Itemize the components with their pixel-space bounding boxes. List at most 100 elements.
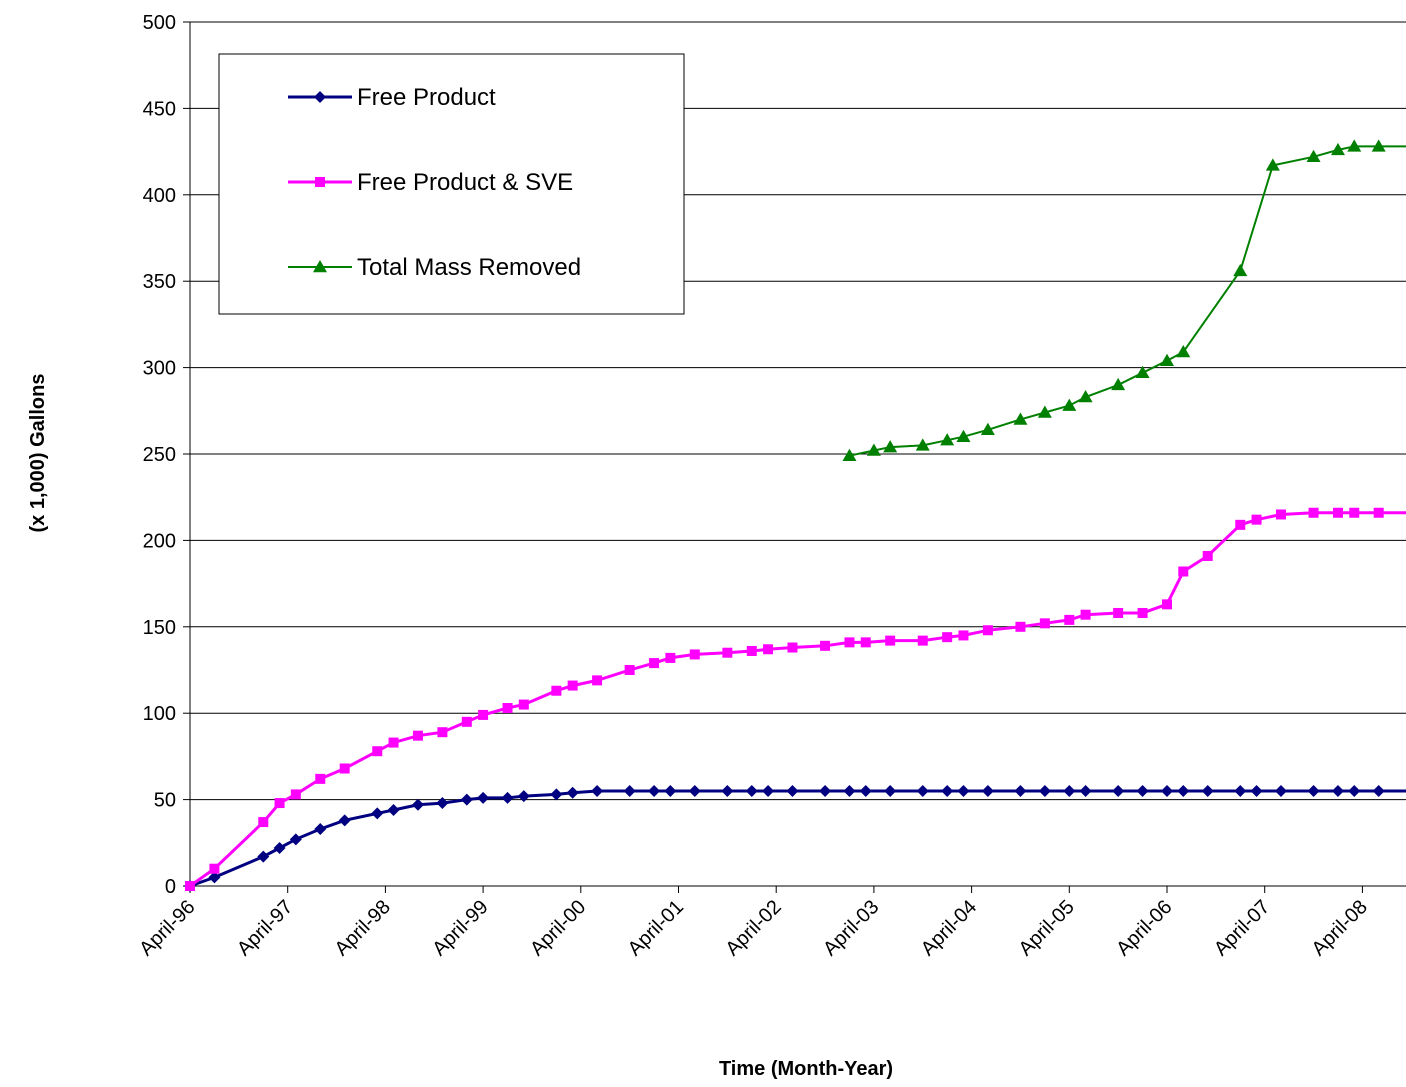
data-point [941, 785, 953, 797]
data-point [746, 785, 758, 797]
data-point [477, 792, 489, 804]
data-point [591, 785, 603, 797]
data-point [957, 785, 969, 797]
data-point [568, 681, 578, 691]
x-tick-label: April-06 [1112, 896, 1176, 960]
data-point [503, 703, 513, 713]
data-point [1373, 785, 1385, 797]
data-point [1138, 608, 1148, 618]
data-point [1039, 785, 1051, 797]
data-point [1202, 785, 1214, 797]
y-tick-label: 400 [143, 185, 176, 207]
data-point [648, 785, 660, 797]
series-diamond [184, 785, 1406, 892]
data-point [763, 644, 773, 654]
data-point [592, 675, 602, 685]
data-point [786, 785, 798, 797]
data-point [567, 787, 579, 799]
data-point [844, 637, 854, 647]
data-point [209, 864, 219, 874]
data-point [884, 785, 896, 797]
x-tick-label: April-08 [1308, 896, 1372, 960]
data-point [257, 851, 269, 863]
data-point [461, 794, 473, 806]
x-tick-label: April-97 [233, 896, 297, 960]
data-point [1111, 378, 1125, 390]
data-point [721, 785, 733, 797]
data-point [1162, 599, 1172, 609]
data-point [274, 842, 286, 854]
data-point [690, 649, 700, 659]
data-point [722, 648, 732, 658]
legend-label: Total Mass Removed [357, 254, 581, 281]
data-point [1234, 785, 1246, 797]
series-line [190, 791, 1406, 886]
data-point [551, 686, 561, 696]
series-triangle [842, 139, 1406, 461]
series-line [190, 513, 1406, 886]
data-point [275, 798, 285, 808]
data-point [1064, 615, 1074, 625]
x-tick-label: April-96 [135, 896, 199, 960]
x-tick-label: April-02 [721, 896, 785, 960]
data-point [787, 643, 797, 653]
data-point [371, 807, 383, 819]
data-point [625, 665, 635, 675]
y-tick-label: 450 [143, 98, 176, 120]
data-point [1137, 785, 1149, 797]
data-point [436, 797, 448, 809]
data-point [185, 881, 195, 891]
y-tick-label: 200 [143, 530, 176, 552]
data-point [314, 823, 326, 835]
data-point [1276, 509, 1286, 519]
data-point [1251, 785, 1263, 797]
data-point [340, 763, 350, 773]
y-tick-label: 0 [165, 876, 176, 898]
data-point [389, 738, 399, 748]
data-point [478, 710, 488, 720]
data-point [372, 746, 382, 756]
data-point [1062, 399, 1076, 411]
data-point [502, 792, 514, 804]
data-point [958, 630, 968, 640]
data-point [1309, 508, 1319, 518]
series-line [850, 146, 1406, 455]
data-point [1308, 785, 1320, 797]
data-point [258, 817, 268, 827]
y-tick-label: 50 [154, 790, 176, 812]
data-point [1161, 785, 1173, 797]
x-tick-label: April-07 [1210, 896, 1274, 960]
x-tick-label: April-00 [526, 896, 590, 960]
data-point [1177, 785, 1189, 797]
x-tick-label: April-99 [428, 896, 492, 960]
data-point [917, 785, 929, 797]
legend-label: Free Product [357, 84, 496, 111]
data-point [1275, 785, 1287, 797]
x-axis-title: Time (Month-Year) [719, 1058, 893, 1080]
data-point [1333, 508, 1343, 518]
data-point [1176, 345, 1190, 357]
y-tick-label: 100 [143, 703, 176, 725]
data-point [983, 625, 993, 635]
data-point [412, 799, 424, 811]
data-point [819, 785, 831, 797]
series-square [185, 508, 1406, 891]
data-point [1178, 567, 1188, 577]
data-point [689, 785, 701, 797]
x-tick-label: April-03 [819, 896, 883, 960]
data-point [885, 636, 895, 646]
data-point [982, 785, 994, 797]
data-point [820, 641, 830, 651]
x-tick-label: April-01 [624, 896, 688, 960]
data-point [918, 636, 928, 646]
data-point [388, 804, 400, 816]
x-tick-label: April-98 [331, 896, 395, 960]
data-point [1252, 515, 1262, 525]
data-point [942, 632, 952, 642]
data-point [1080, 785, 1092, 797]
y-tick-label: 250 [143, 444, 176, 466]
data-point [315, 774, 325, 784]
data-point [291, 789, 301, 799]
